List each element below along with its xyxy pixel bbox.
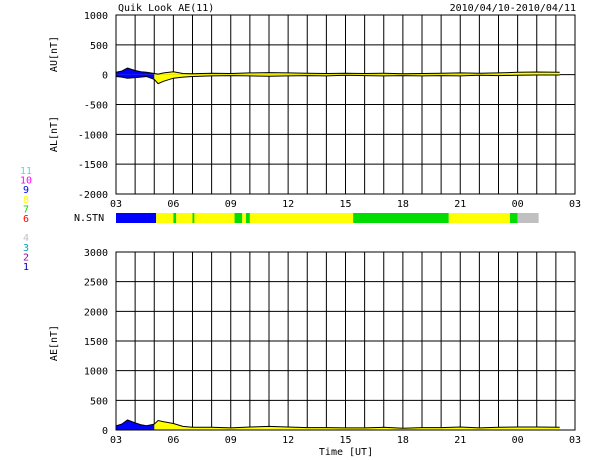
au-al-xtick-label: 03: [110, 199, 122, 210]
legend-station-number: 9: [23, 185, 29, 196]
au-al-ytick-label: 500: [90, 41, 108, 52]
au-al-au-area-early: [116, 68, 155, 75]
date-range: 2010/04/10-2010/04/11: [450, 3, 576, 14]
al-axis-label: AL[nT]: [49, 116, 60, 152]
ae-xtick-label: 03: [569, 435, 581, 446]
ae-xtick-label: 21: [454, 435, 466, 446]
x-axis-title: Time [UT]: [319, 447, 373, 458]
ae-ytick-label: 500: [90, 396, 108, 407]
legend-station-number: 7: [23, 204, 29, 215]
ae-ytick-label: 2500: [84, 278, 108, 289]
ae-xtick-label: 15: [339, 435, 351, 446]
ae-xtick-label: 12: [282, 435, 294, 446]
station-bar-segment: [448, 213, 510, 223]
ae-ae-area: [116, 419, 560, 430]
legend-station-number: 11: [20, 166, 32, 177]
legend-station-number: 4: [23, 233, 29, 244]
au-al-al-area-early: [116, 74, 155, 80]
au-al-frame: [115, 14, 576, 195]
station-bar-segment: [176, 213, 193, 223]
au-al-ytick-label: 1000: [84, 11, 108, 22]
station-bar-segment: [249, 213, 354, 223]
au-axis-label: AU[nT]: [49, 36, 60, 72]
legend-station-number: 8: [23, 195, 29, 206]
station-bar-segment: [517, 213, 539, 223]
station-bar-segment: [353, 213, 449, 223]
ae-xtick-label: 18: [397, 435, 409, 446]
au-al-al-area: [116, 74, 560, 84]
ae-ytick-label: 1000: [84, 367, 108, 378]
legend-station-number: 5: [23, 224, 29, 235]
au-al-al-line: [115, 74, 560, 85]
au-al-ytick-label: 0: [102, 71, 108, 82]
au-al-ytick-label: -1000: [78, 130, 108, 141]
au-al-xtick-label: 06: [167, 199, 179, 210]
station-bar-segment: [116, 213, 157, 223]
station-bar-segment: [234, 213, 243, 223]
station-bar-segment: [246, 213, 250, 223]
ae-ytick-label: 2000: [84, 307, 108, 318]
chart-title: Quik Look AE(11): [118, 3, 214, 14]
legend-station-number: 3: [23, 243, 29, 254]
ae-ae-area-early: [116, 419, 155, 430]
station-bar-segment: [194, 213, 235, 223]
au-al-xtick-label: 00: [512, 199, 524, 210]
au-al-xtick-label: 18: [397, 199, 409, 210]
station-bar-segment: [173, 213, 177, 223]
au-al-xtick-label: 03: [569, 199, 581, 210]
ae-xtick-label: 00: [512, 435, 524, 446]
station-bar-label: N.STN: [74, 213, 104, 224]
station-bar-segment: [156, 213, 174, 223]
ae-ytick-label: 3000: [84, 248, 108, 259]
au-al-ytick-label: -1500: [78, 160, 108, 171]
au-al-xtick-label: 21: [454, 199, 466, 210]
ae-xtick-label: 06: [167, 435, 179, 446]
legend-station-number: 10: [20, 176, 32, 187]
au-al-ytick-label: -500: [84, 101, 108, 112]
au-al-xtick-label: 12: [282, 199, 294, 210]
ae-frame: [115, 251, 576, 431]
legend-station-number: 6: [23, 214, 29, 225]
au-al-xtick-label: 15: [339, 199, 351, 210]
ae-xtick-label: 03: [110, 435, 122, 446]
ae-ae-line: [115, 419, 560, 429]
au-al-au-line: [115, 67, 560, 75]
au-al-xtick-label: 09: [225, 199, 237, 210]
au-al-ytick-label: -2000: [78, 190, 108, 201]
ae-axis-label: AE[nT]: [49, 325, 60, 361]
station-count-bar: [116, 213, 539, 223]
ae-ytick-label: 0: [102, 426, 108, 437]
legend-station-number: 1: [23, 262, 29, 273]
station-bar-segment: [509, 213, 518, 223]
legend-station-number: 2: [23, 252, 29, 263]
ae-xtick-label: 09: [225, 435, 237, 446]
station-bar-segment: [192, 213, 195, 223]
ae-ytick-label: 1500: [84, 337, 108, 348]
station-bar-segment: [242, 213, 247, 223]
